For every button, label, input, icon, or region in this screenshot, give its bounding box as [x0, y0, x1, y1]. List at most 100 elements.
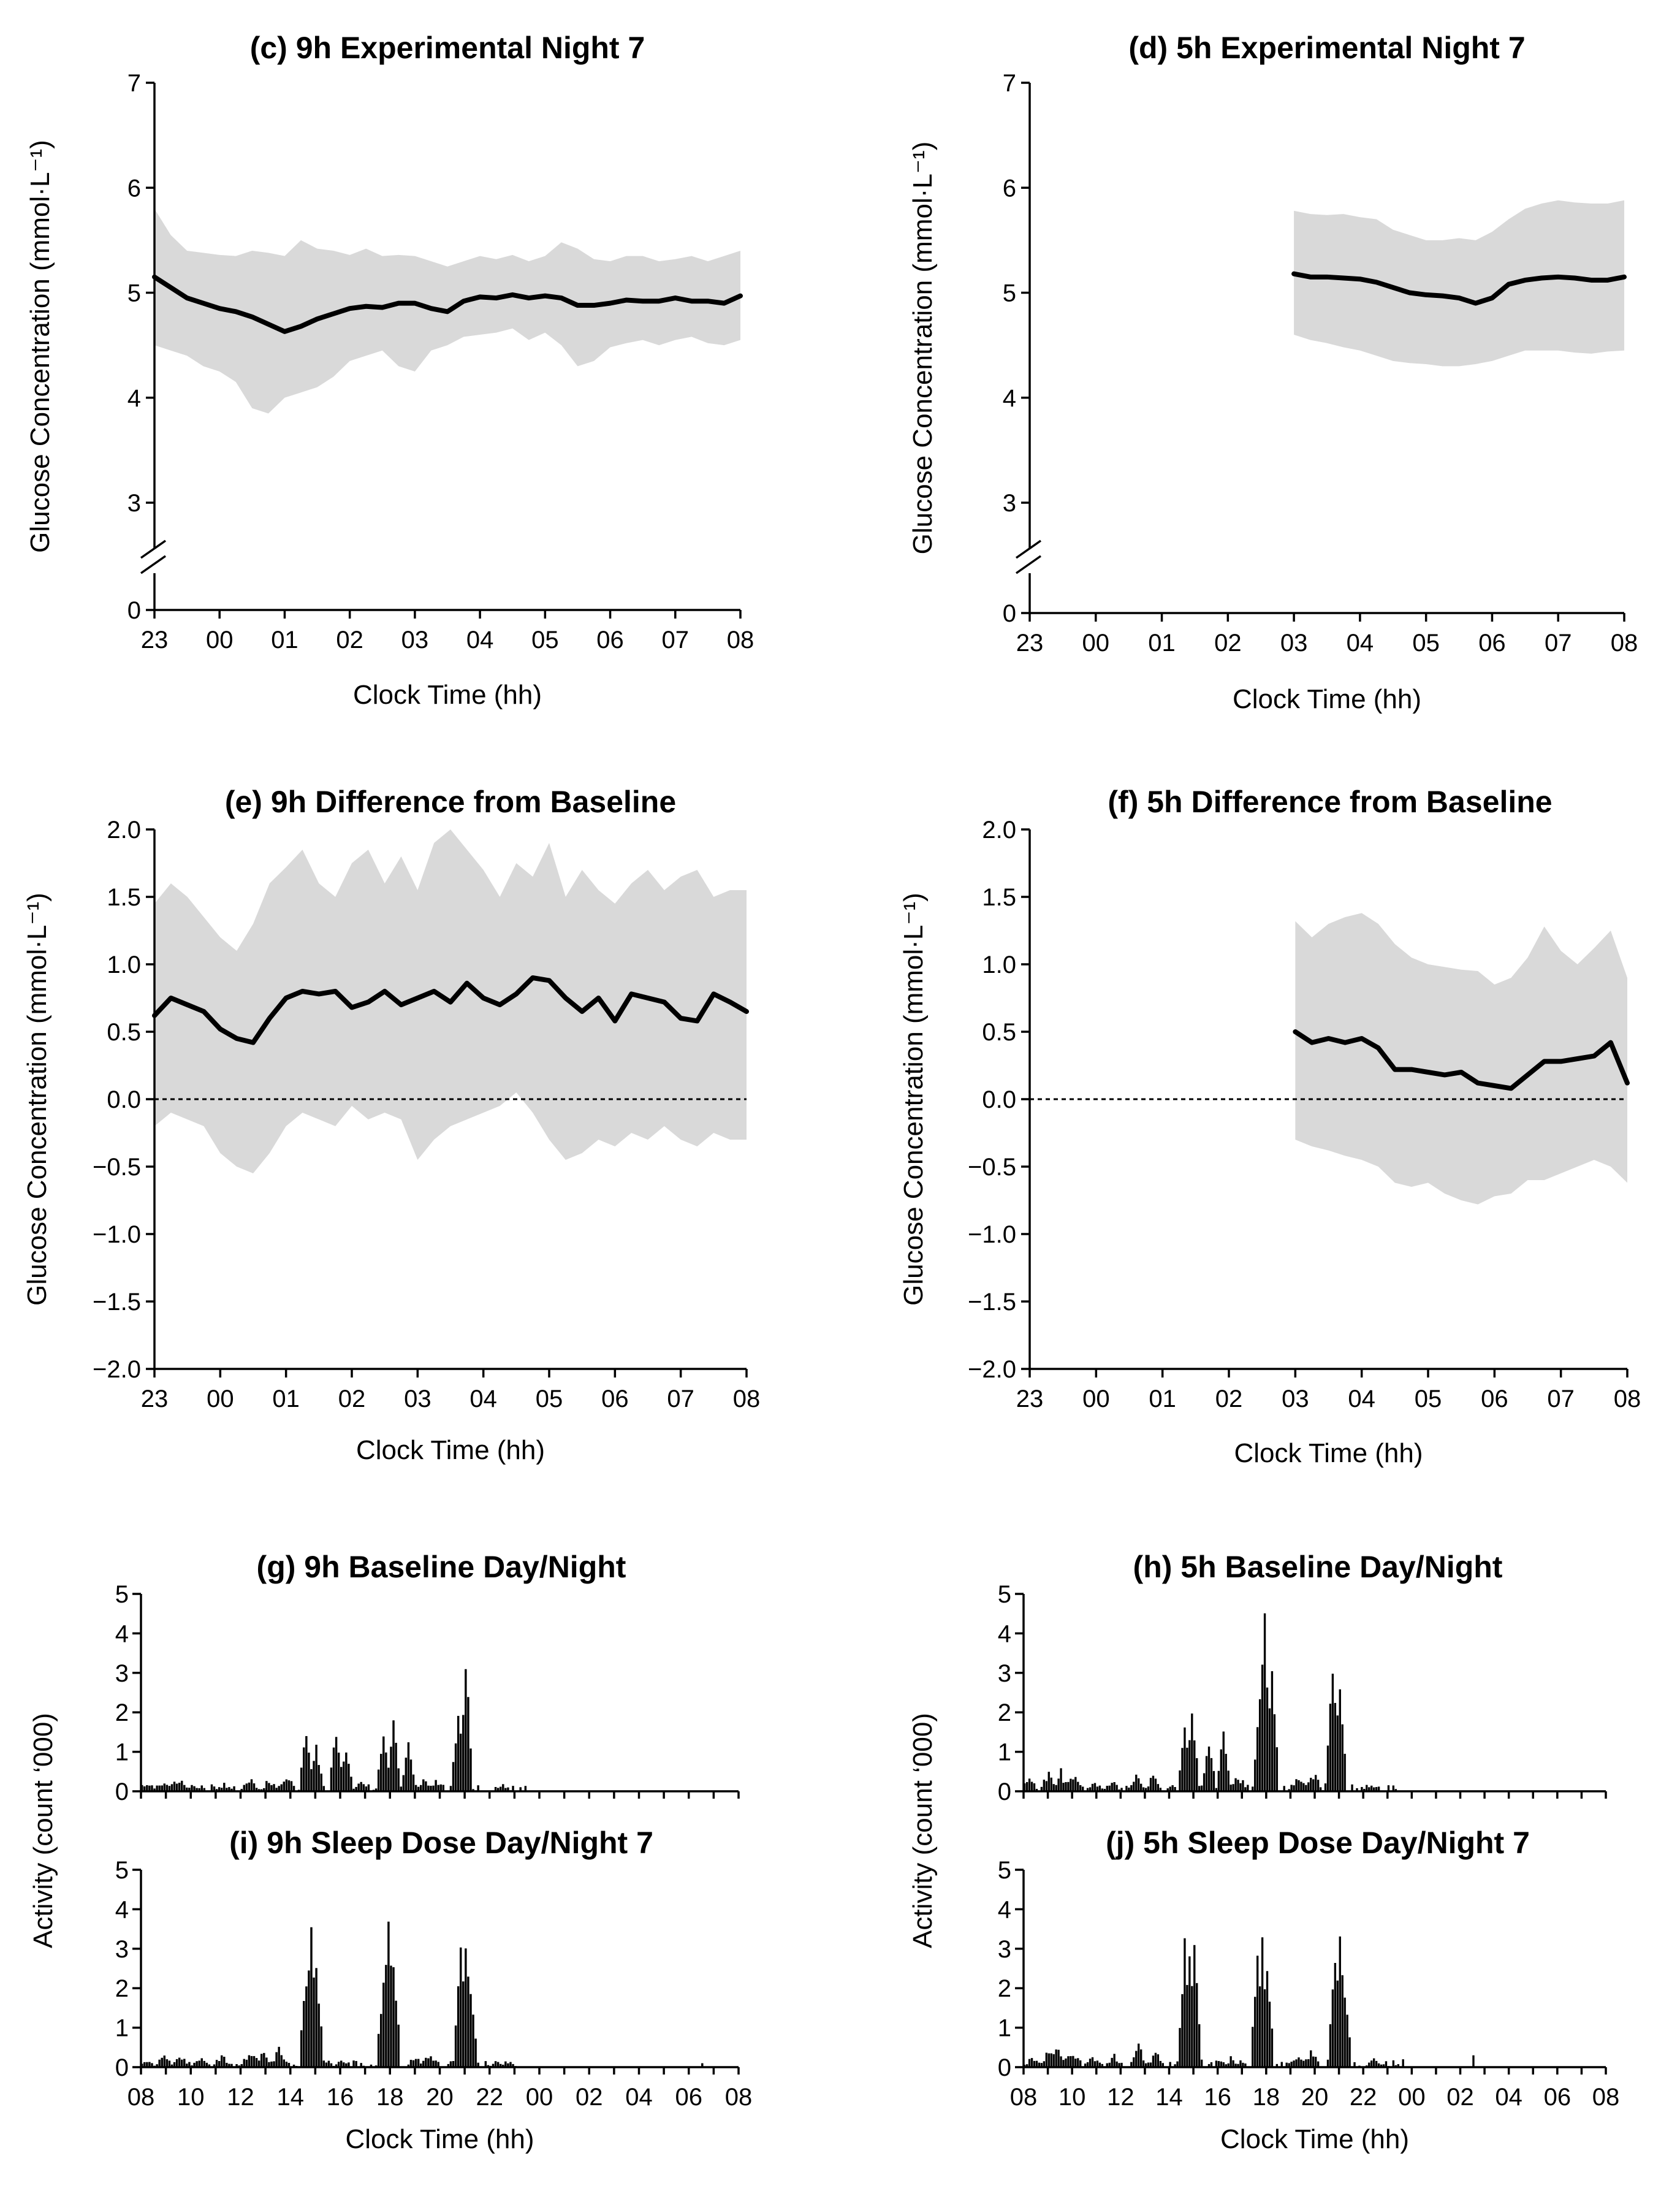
activity-bar-h [1188, 1740, 1191, 1791]
x-tick-label-d: 01 [1148, 630, 1176, 657]
activity-bar-h [1392, 1785, 1395, 1791]
activity-bar-g [181, 1780, 183, 1791]
activity-bar-g [422, 1779, 425, 1791]
activity-bar-i [181, 2059, 183, 2067]
activity-bar-j [1266, 1971, 1269, 2067]
activity-bar-i [360, 2063, 362, 2067]
activity-bar-i [221, 2055, 223, 2067]
activity-bar-i [435, 2060, 437, 2067]
activity-bar-j [1154, 2052, 1157, 2067]
activity-bar-g [360, 1781, 362, 1791]
activity-bar-i [496, 2062, 500, 2067]
activity-bar-g [435, 1780, 437, 1791]
y-tick-label-e: 0.0 [107, 1086, 141, 1113]
axis-break-mark-d [1015, 539, 1042, 559]
activity-bar-h [1055, 1785, 1057, 1791]
x-tick-label-e: 08 [733, 1385, 761, 1412]
activity-bar-j [1096, 2060, 1099, 2067]
y-tick-label-f: 1.0 [982, 951, 1016, 978]
activity-bar-j [1232, 2060, 1234, 2067]
x-tick-label-c: 01 [271, 627, 298, 653]
activity-bar-h [1242, 1780, 1244, 1791]
x-tick-label-f: 06 [1481, 1385, 1508, 1412]
y-axis-label-f: Glucose Concentration (mmol·L⁻¹) [899, 893, 929, 1306]
activity-bar-j [1133, 2057, 1135, 2067]
activity-bar-g [477, 1785, 479, 1791]
activity-bar-i [158, 2059, 161, 2067]
activity-bar-h [1157, 1784, 1160, 1791]
activity-bar-g [153, 1788, 156, 1791]
activity-bar-h [1336, 1715, 1339, 1791]
activity-bar-i [395, 2000, 397, 2067]
x-tick-label-i: 04 [625, 2084, 653, 2111]
activity-bar-j [1098, 2062, 1101, 2067]
activity-bar-i [305, 1986, 308, 2067]
activity-bar-j [1043, 2061, 1046, 2067]
activity-bar-g [221, 1788, 223, 1791]
activity-bar-h [1171, 1785, 1174, 1791]
activity-bar-g [218, 1787, 221, 1791]
chart-title-g: (g) 9h Baseline Day/Night [257, 1550, 626, 1584]
activity-bar-i [178, 2057, 181, 2067]
x-tick-label-e: 02 [338, 1385, 366, 1412]
activity-bar-j [1256, 1956, 1259, 2067]
y-tick-label-f: −0.5 [968, 1154, 1016, 1181]
activity-bar-g [186, 1787, 188, 1791]
activity-bar-h [1339, 1689, 1341, 1791]
activity-bar-g [273, 1784, 275, 1791]
activity-bar-g [365, 1786, 368, 1791]
y-tick-label-h: 5 [998, 1581, 1011, 1608]
activity-bar-j [1210, 2062, 1213, 2067]
activity-bar-h [1074, 1777, 1077, 1791]
activity-bar-j [1181, 1994, 1184, 2067]
activity-bar-h [1025, 1781, 1028, 1791]
activity-bar-j [1035, 2060, 1038, 2067]
activity-bar-h [1227, 1770, 1230, 1791]
activity-bar-h [1205, 1756, 1208, 1791]
activity-bar-i [243, 2059, 246, 2067]
activity-bar-i [467, 1976, 469, 2067]
x-tick-label-i: 10 [177, 2084, 205, 2111]
activity-bar-j [1086, 2062, 1089, 2067]
x-tick-label-i: 16 [327, 2084, 354, 2111]
activity-bar-j [1290, 2062, 1293, 2067]
activity-bar-i [345, 2063, 348, 2067]
x-tick-label-i: 02 [576, 2084, 603, 2111]
activity-bar-g [165, 1785, 169, 1791]
activity-bar-i [494, 2061, 497, 2067]
activity-bar-g [343, 1761, 345, 1791]
activity-bar-g [278, 1786, 280, 1791]
activity-bar-j [1263, 1989, 1266, 2067]
activity-bar-i [327, 2060, 330, 2067]
activity-bar-g [210, 1784, 213, 1791]
activity-bar-h [1033, 1783, 1036, 1791]
confidence-band-d [1294, 200, 1624, 367]
activity-bar-g [412, 1774, 415, 1791]
activity-bar-i [512, 2063, 514, 2067]
activity-bar-i [156, 2064, 158, 2067]
activity-bar-j [1030, 2058, 1033, 2067]
activity-bar-i [507, 2063, 509, 2067]
activity-bar-i [417, 2059, 420, 2067]
activity-bar-i [292, 2064, 295, 2067]
activity-bar-h [1368, 1787, 1370, 1791]
activity-bar-g [148, 1785, 151, 1791]
x-tick-label-e: 04 [469, 1385, 497, 1412]
activity-bar-h [1067, 1781, 1070, 1791]
activity-bar-h [1288, 1789, 1290, 1791]
activity-bar-h [1258, 1699, 1261, 1791]
activity-bar-i [283, 2059, 286, 2067]
activity-bar-h [1273, 1714, 1276, 1791]
activity-bar-j [1055, 2049, 1057, 2067]
activity-bar-g [313, 1761, 315, 1791]
chart-title-f: (f) 5h Difference from Baseline [1108, 785, 1552, 819]
x-axis-label-j: Clock Time (hh) [1220, 2124, 1409, 2154]
activity-bar-j [1169, 2062, 1171, 2067]
x-tick-label-i: 12 [227, 2084, 254, 2111]
activity-bar-h [1254, 1759, 1256, 1791]
x-tick-label-c: 23 [141, 627, 169, 653]
activity-bar-g [243, 1785, 246, 1791]
activity-bar-h [1138, 1778, 1140, 1791]
x-tick-label-e: 07 [667, 1385, 694, 1412]
